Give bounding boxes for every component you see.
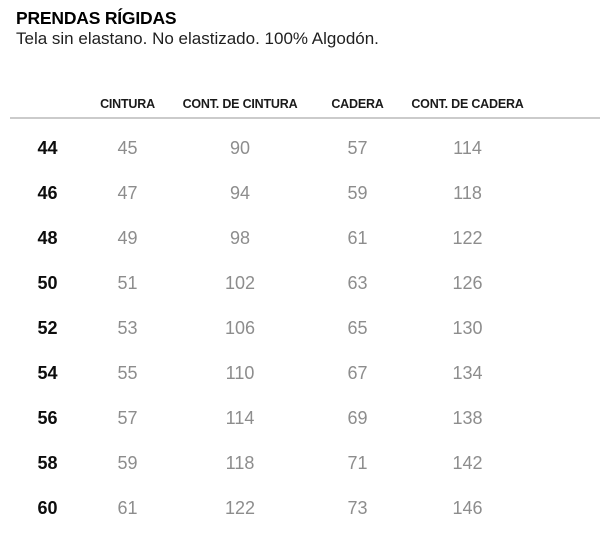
cadera-value: 73 <box>347 497 368 518</box>
size-label: 56 <box>37 407 58 428</box>
size-label: 58 <box>37 452 58 473</box>
cont-de-cadera-value: 142 <box>452 452 483 473</box>
cintura-value: 57 <box>117 407 138 428</box>
cont-de-cintura-value: 102 <box>224 272 256 293</box>
cont-de-cadera-value: 126 <box>452 272 483 293</box>
page-subtitle: Tela sin elastano. No elastizado. 100% A… <box>16 29 379 48</box>
size-label: 44 <box>37 137 58 158</box>
table-row: 46 47 94 59 118 <box>10 171 600 216</box>
cadera-value: 61 <box>347 227 368 248</box>
cintura-value: 59 <box>117 452 138 473</box>
column-header-cintura: CINTURA <box>100 97 155 111</box>
size-label: 50 <box>37 272 58 293</box>
size-label: 52 <box>37 317 58 338</box>
table-header-row: CINTURA CONT. DE CINTURA CADERA CONT. DE… <box>10 96 600 113</box>
cintura-value: 53 <box>117 317 138 338</box>
cadera-value: 59 <box>347 182 368 203</box>
cont-de-cintura-value: 106 <box>224 317 256 338</box>
cintura-value: 55 <box>117 362 138 383</box>
cadera-value: 71 <box>347 452 368 473</box>
cont-de-cintura-value: 90 <box>229 137 251 158</box>
cont-de-cadera-value: 130 <box>452 317 483 338</box>
cont-de-cintura-value: 118 <box>225 452 255 473</box>
cont-de-cadera-value: 118 <box>453 182 482 203</box>
column-header-cont-de-cadera: CONT. DE CADERA <box>411 97 524 111</box>
table-row: 56 57 114 69 138 <box>10 396 600 441</box>
cintura-value: 47 <box>117 182 138 203</box>
table-row: 44 45 90 57 114 <box>10 126 600 171</box>
cont-de-cintura-value: 114 <box>225 407 255 428</box>
size-label: 60 <box>37 497 58 518</box>
table-row: 58 59 118 71 142 <box>10 441 600 486</box>
column-header-cont-de-cintura: CONT. DE CINTURA <box>182 97 298 111</box>
size-label: 48 <box>37 227 58 248</box>
cadera-value: 69 <box>347 407 368 428</box>
column-header-cadera: CADERA <box>331 97 384 111</box>
table-row: 60 61 122 73 146 <box>10 486 600 531</box>
table-row: 50 51 102 63 126 <box>10 261 600 306</box>
size-label: 54 <box>37 362 58 383</box>
cont-de-cadera-value: 138 <box>452 407 483 428</box>
column-header-size-spacer <box>10 96 85 113</box>
table-row: 54 55 110 67 134 <box>10 351 600 396</box>
cadera-value: 65 <box>347 317 368 338</box>
cintura-value: 49 <box>117 227 138 248</box>
table-body: 44 45 90 57 114 46 47 94 59 118 48 49 98… <box>10 119 600 531</box>
table-row: 48 49 98 61 122 <box>10 216 600 261</box>
cont-de-cintura-value: 98 <box>229 227 251 248</box>
cont-de-cadera-value: 134 <box>452 362 483 383</box>
cont-de-cintura-value: 122 <box>224 497 256 518</box>
page-title: PRENDAS RÍGIDAS <box>16 8 177 28</box>
cintura-value: 45 <box>117 137 138 158</box>
cont-de-cadera-value: 146 <box>452 497 483 518</box>
cont-de-cintura-value: 94 <box>229 182 251 203</box>
cadera-value: 67 <box>347 362 368 383</box>
cadera-value: 57 <box>347 137 368 158</box>
cintura-value: 61 <box>117 497 138 518</box>
size-label: 46 <box>37 182 58 203</box>
cont-de-cintura-value: 110 <box>225 362 255 383</box>
cadera-value: 63 <box>347 272 368 293</box>
cintura-value: 51 <box>117 272 138 293</box>
cont-de-cadera-value: 122 <box>452 227 483 248</box>
table-row: 52 53 106 65 130 <box>10 306 600 351</box>
cont-de-cadera-value: 114 <box>453 137 482 158</box>
size-table: CINTURA CONT. DE CINTURA CADERA CONT. DE… <box>10 96 600 531</box>
header-divider <box>10 117 600 119</box>
